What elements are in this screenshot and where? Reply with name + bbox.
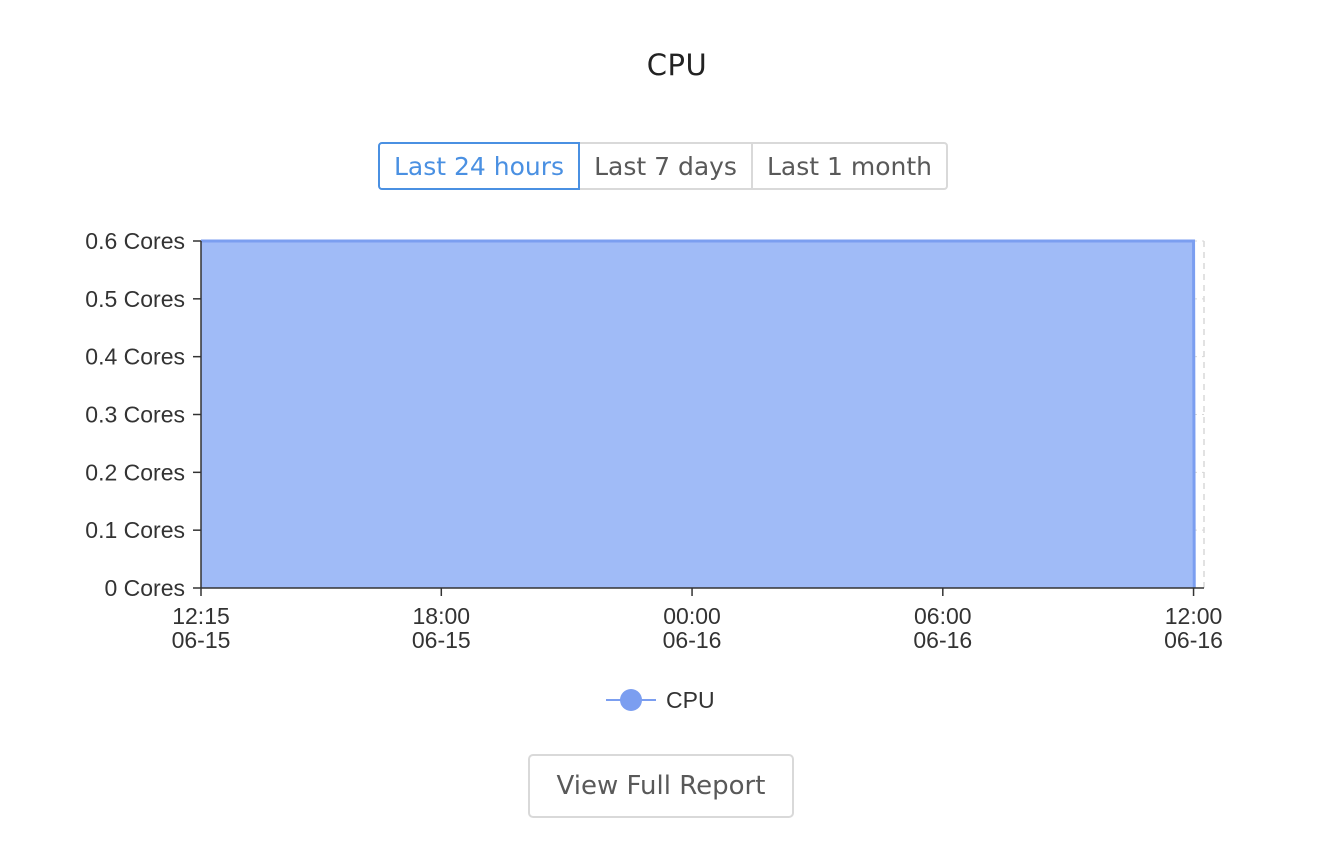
cpu-series-line (201, 239, 1196, 589)
x-tick-date-label: 06-16 (913, 627, 972, 653)
range-last-24-hours-button[interactable]: Last 24 hours (378, 142, 581, 190)
y-tick-label: 0.5 Cores (85, 286, 185, 312)
x-tick-date-label: 06-16 (1164, 627, 1223, 653)
y-tick-label: 0.1 Cores (85, 517, 185, 543)
y-tick-label: 0.3 Cores (85, 402, 185, 428)
y-tick-label: 0.2 Cores (85, 459, 185, 485)
chart-legend[interactable]: CPU (606, 686, 715, 714)
legend-label: CPU (666, 686, 715, 713)
cpu-area-fill (201, 241, 1195, 588)
x-tick-date-label: 06-16 (663, 627, 722, 653)
x-tick-date-label: 06-15 (412, 627, 471, 653)
x-tick-time-label: 12:15 (172, 603, 230, 629)
y-tick-label: 0 Cores (104, 575, 185, 601)
x-tick-time-label: 06:00 (914, 603, 972, 629)
x-tick-time-label: 00:00 (663, 603, 721, 629)
x-tick-time-label: 12:00 (1165, 603, 1223, 629)
y-tick-label: 0.6 Cores (85, 228, 185, 254)
time-range-selector: Last 24 hours Last 7 days Last 1 month (378, 142, 948, 190)
x-tick-date-label: 06-15 (172, 627, 231, 653)
range-last-1-month-button[interactable]: Last 1 month (750, 142, 948, 190)
view-full-report-button[interactable]: View Full Report (528, 754, 794, 818)
y-tick-label: 0.4 Cores (85, 344, 185, 370)
chart-title: CPU (646, 48, 708, 82)
legend-marker-icon (606, 686, 656, 714)
x-tick-time-label: 18:00 (413, 603, 471, 629)
